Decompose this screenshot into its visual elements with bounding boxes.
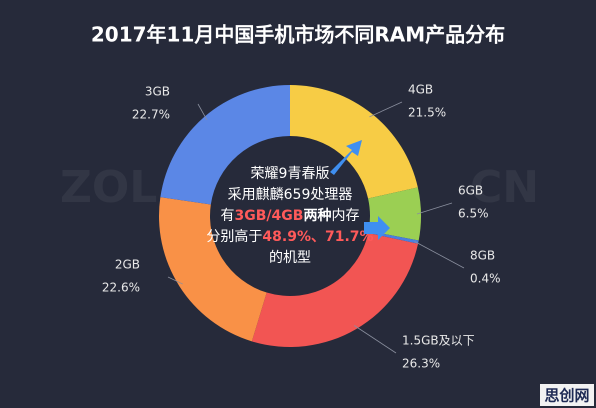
annotation-text: 分别高于: [206, 228, 262, 245]
arrow: [364, 216, 390, 240]
value-label: 0.4%: [470, 272, 501, 286]
value-label: 26.3%: [402, 357, 440, 371]
slice: [251, 232, 419, 347]
chart-title: 2017年11月中国手机市场不同RAM产品分布: [91, 23, 505, 47]
logo-box: [540, 384, 594, 406]
value-label: 22.7%: [132, 108, 170, 122]
annotation: 荣耀9青春版采用麒麟659处理器有3GB/4GB两种内存分别高于48.9%、71…: [206, 166, 373, 266]
watermark: ZOL: [60, 162, 157, 213]
annotation-line: 的机型: [269, 250, 311, 266]
slice: [290, 85, 418, 199]
annotation-text: 有: [221, 208, 235, 224]
leader-line: [416, 202, 453, 215]
annotation-line: 采用麒麟659处理器: [228, 187, 353, 203]
logo: 思创网: [544, 387, 589, 405]
slice-label: 6GB: [458, 184, 483, 198]
leader-line: [414, 241, 465, 269]
annotation-text: 3GB/4GB: [235, 208, 304, 224]
slice: [160, 85, 290, 205]
leader-line: [354, 325, 397, 354]
annotation-line: 分别高于48.9%、71.7%: [206, 228, 373, 245]
slice-label: 3GB: [145, 85, 170, 99]
watermark: CN: [470, 162, 539, 213]
slice-label: 2GB: [115, 258, 140, 272]
value-label: 22.6%: [102, 281, 140, 295]
leader-line: [197, 103, 208, 121]
value-label: 21.5%: [408, 106, 446, 120]
annotation-text: 的机型: [269, 250, 311, 266]
leader-line: [167, 276, 183, 285]
annotation-text: 两种: [303, 207, 331, 224]
annotation-text: 内存: [331, 208, 359, 224]
annotation-text: 荣耀9青春版: [251, 166, 330, 182]
annotation-text: 48.9%、71.7%: [262, 229, 373, 245]
annotation-line: 荣耀9青春版: [251, 166, 330, 182]
value-label: 6.5%: [458, 207, 489, 221]
slice-label: 1.5GB及以下: [402, 334, 475, 348]
slice: [159, 197, 267, 342]
leader-line: [369, 101, 403, 118]
slice-label: 8GB: [470, 249, 495, 263]
slice-label: 4GB: [408, 83, 433, 97]
annotation-text: 采用麒麟659处理器: [228, 187, 353, 203]
arrow: [330, 140, 362, 175]
annotation-line: 有3GB/4GB两种内存: [221, 207, 360, 224]
